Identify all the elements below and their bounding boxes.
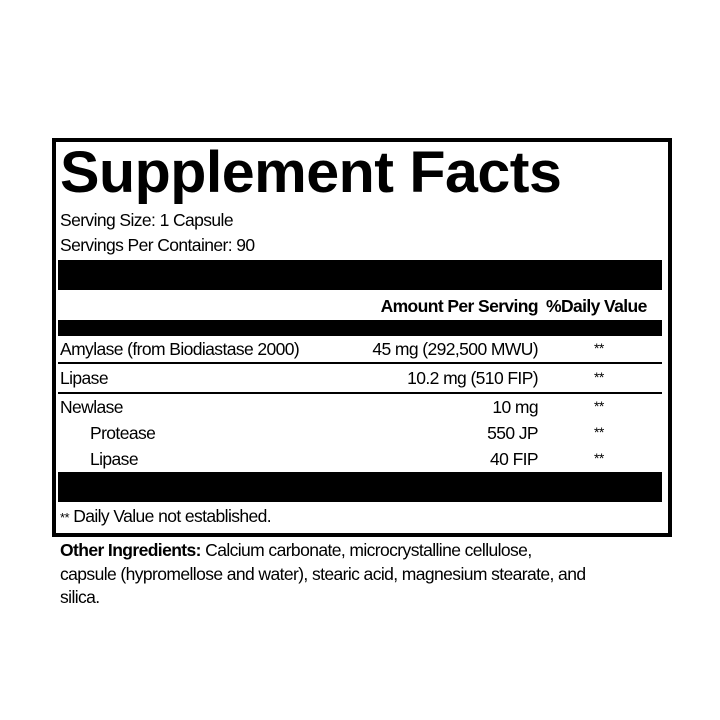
ingredient-name: Newlase xyxy=(60,397,124,417)
ingredient-amount: 45 mg (292,500 MWU) xyxy=(372,339,538,359)
ingredient-name: Lipase xyxy=(90,449,139,469)
other-ingredients-line: silica. xyxy=(60,587,100,607)
ingredient-dv: ** xyxy=(594,340,604,356)
supplement-facts-panel xyxy=(52,138,672,537)
divider-bar xyxy=(58,260,662,290)
ingredient-dv: ** xyxy=(594,369,604,385)
ingredient-amount: 550 JP xyxy=(487,423,538,443)
ingredient-amount: 40 FIP xyxy=(490,449,539,469)
footnote: ** Daily Value not established. xyxy=(60,506,272,528)
ingredient-dv: ** xyxy=(594,424,604,440)
divider-bar xyxy=(58,320,662,336)
serving-size: Serving Size: 1 Capsule xyxy=(60,210,234,230)
servings-per-container: Servings Per Container: 90 xyxy=(60,235,255,255)
ingredient-amount: 10 mg xyxy=(492,397,538,417)
other-ingredients-line: capsule (hypromellose and water), steari… xyxy=(60,564,586,584)
footnote-mark: ** xyxy=(60,510,70,525)
ingredient-dv: ** xyxy=(594,450,604,466)
divider-bar xyxy=(58,472,662,502)
ingredient-dv: ** xyxy=(594,398,604,414)
footnote-text: Daily Value not established. xyxy=(73,506,272,526)
row-divider xyxy=(58,362,662,364)
other-ingredients-label: Other Ingredients: xyxy=(60,540,201,560)
ingredient-amount: 10.2 mg (510 FIP) xyxy=(407,368,538,388)
ingredient-name: Amylase (from Biodiastase 2000) xyxy=(60,339,300,359)
panel-title: Supplement Facts xyxy=(60,140,562,205)
other-ingredients-text: Calcium carbonate, microcrystalline cell… xyxy=(205,540,532,560)
daily-value-header: %Daily Value xyxy=(546,296,647,316)
ingredient-name: Lipase xyxy=(60,368,109,388)
other-ingredients-line: Other Ingredients: Calcium carbonate, mi… xyxy=(60,540,532,560)
amount-header: Amount Per Serving xyxy=(380,296,539,316)
ingredient-name: Protease xyxy=(90,423,156,443)
row-divider xyxy=(58,392,662,394)
